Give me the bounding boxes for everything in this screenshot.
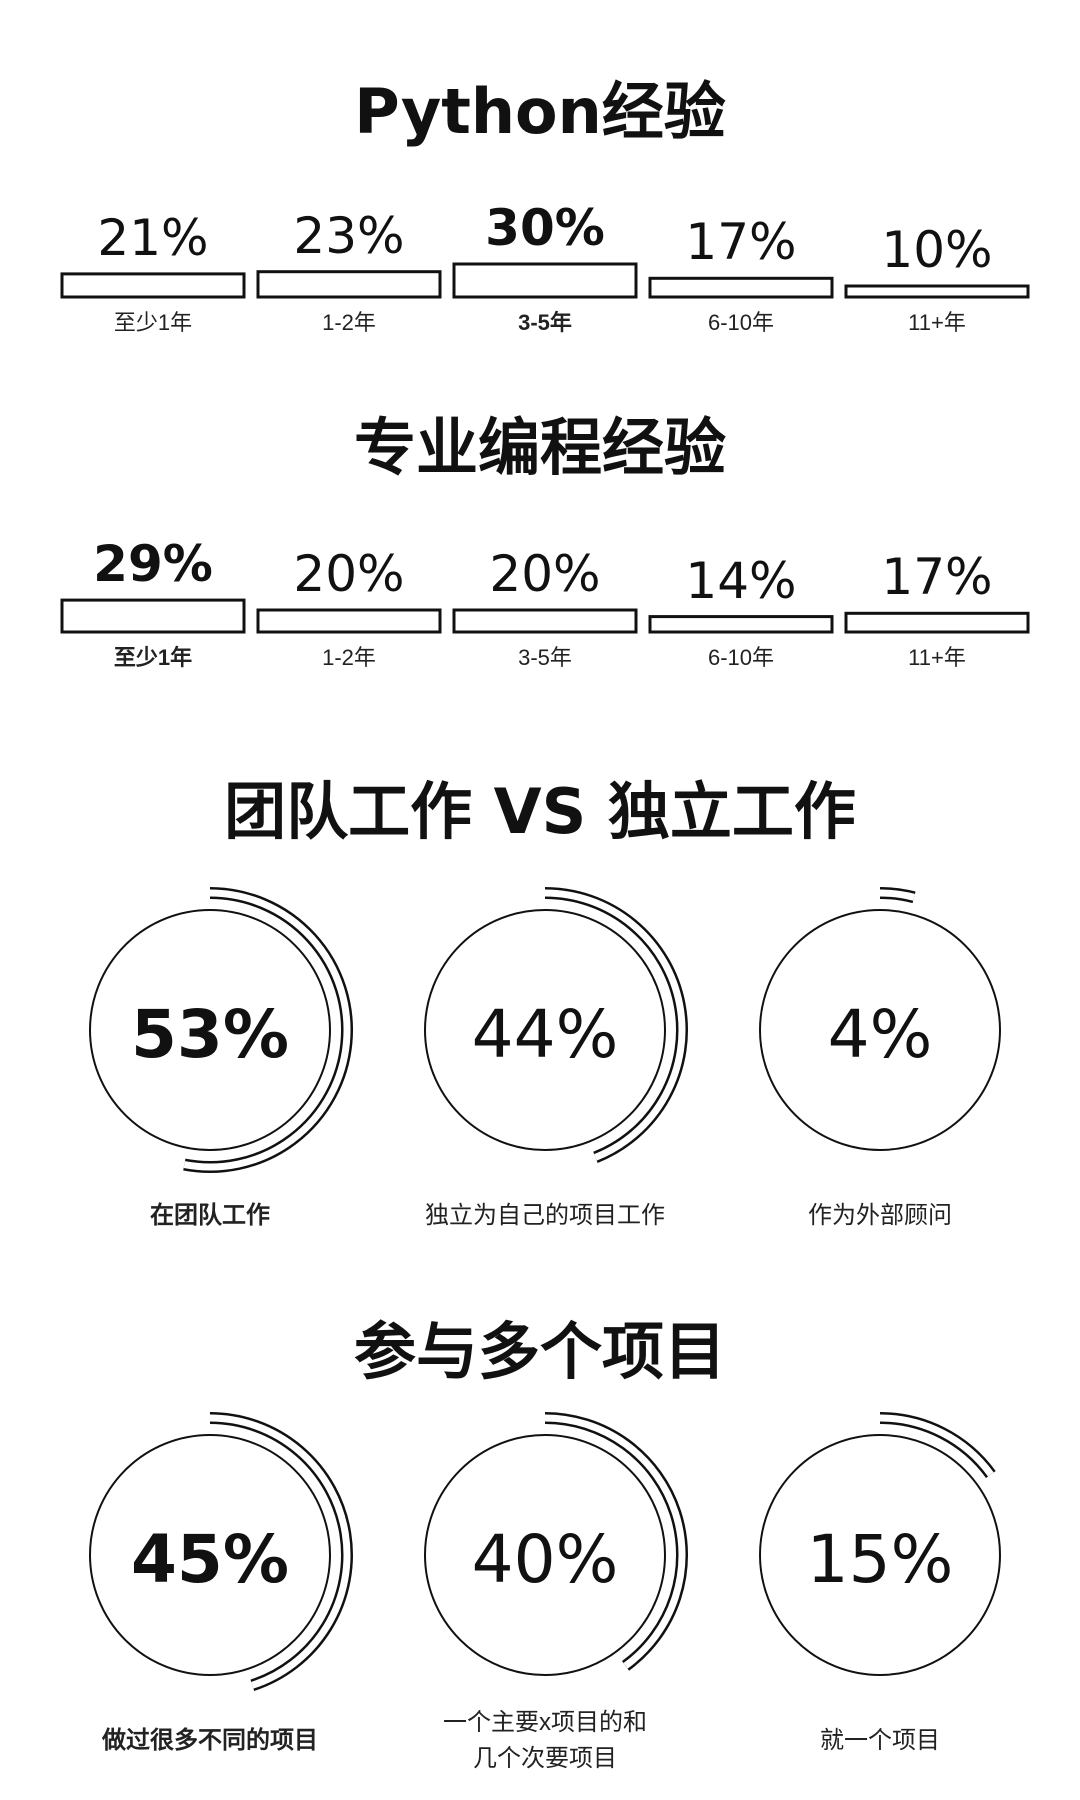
donut-value-label: 40% [471,1521,619,1598]
donut-value-label: 44% [471,996,619,1073]
donut-arc [879,889,915,901]
donut-3: 15% 就一个项目 [730,1405,1030,1754]
donut-category-label: 一个主要x项目的和 几个次要项目 [443,1709,647,1772]
donut-3: 4% 作为外部顾问 [730,880,1030,1229]
donut-category-label: 就一个项目 [820,1727,940,1754]
section-title-team-vs-solo: 团队工作 VS 独立工作 [224,775,856,848]
bar-5 [844,611,1030,634]
bar-3 [452,262,638,299]
donut-category-label: 做过很多不同的项目 [102,1727,318,1754]
section-title-multiple-projects: 参与多个项目 [353,1315,726,1388]
bar-category-label: 1-2年 [322,645,376,670]
donut-base-circle [424,909,666,1151]
python-experience-bars [60,262,1030,299]
donut-base-circle [424,1434,666,1676]
bar-value-label: 20% [293,545,405,603]
donut-value-label: 4% [827,996,933,1073]
bar-value-label: 20% [489,545,601,603]
donut-2: 40% 一个主要x项目的和 几个次要项目 [395,1405,695,1772]
bar-category-label: 1-2年 [322,310,376,335]
bar-2 [256,270,442,299]
donut-base-circle [89,1434,331,1676]
bar-category-label: 6-10年 [707,645,775,670]
section-title-python-experience: Python经验 [354,75,726,148]
donut-base-circle [89,909,331,1151]
bar-value-label: 21% [97,208,209,267]
bar-value-label: 23% [293,206,405,265]
professional-experience-bars [60,598,1030,634]
bar-3 [452,608,638,634]
bar-value-label: 30% [485,199,605,257]
professional-experience-chart: 29% 至少1年 20% 1-2年 20% 3-5年 14% 6-10年 17% 11+年 [0,495,1080,675]
multiple-projects-chart: 45% 做过很多不同的项目 40% 一个主要x项目的和 几个次要项目 15% 就一个项目 [0,1405,1080,1772]
bar-value-label: 17% [685,213,797,272]
donut-graphic [89,1412,353,1691]
donut-graphic [759,887,1001,1151]
bar-5 [844,284,1030,299]
donut-arc [879,1414,994,1477]
donut-base-circle [759,909,1001,1151]
donut-graphic [89,887,354,1173]
donut-graphic [424,1412,688,1676]
bar-4 [648,615,834,634]
bar-2 [256,608,442,634]
bar-1 [60,598,246,634]
section-title-professional-experience: 专业编程经验 [353,411,726,484]
bar-value-label: 10% [881,221,993,279]
donut-base-circle [759,1434,1001,1676]
donut-arc [544,1414,686,1669]
donut-arc [209,1414,351,1689]
donut-value-label: 53% [131,996,289,1073]
bar-category-label: 6-10年 [707,310,775,335]
python-experience-chart: 21% 至少1年 23% 1-2年 30% 3-5年 17% 6-10年 10% 11+年 [0,160,1080,340]
bar-value-label: 29% [93,535,213,594]
team-vs-solo-chart: 53% 在团队工作 44% 独立为自己的项目工作 4% 作为外部顾问 [0,880,1080,1240]
donut-category-label: 作为外部顾问 [808,1202,952,1229]
bar-category-label: 11+年 [908,645,966,670]
bar-value-label: 17% [881,548,993,607]
donut-1: 45% 做过很多不同的项目 [60,1405,360,1754]
bar-1 [60,272,246,299]
donut-2: 44% 独立为自己的项目工作 [395,880,695,1229]
bar-4 [648,276,834,299]
donut-graphic [424,887,688,1163]
donut-value-label: 45% [131,1521,289,1598]
bar-category-label: 至少1年 [113,645,193,670]
donut-arc [183,889,351,1171]
donut-arc [544,889,686,1161]
donut-graphic [759,1412,1001,1676]
bar-category-label: 11+年 [908,310,966,335]
bar-category-label: 3-5年 [518,645,572,670]
bar-value-label: 14% [685,551,797,610]
donut-value-label: 15% [806,1521,954,1598]
donut-category-label: 在团队工作 [150,1202,270,1229]
bar-category-label: 至少1年 [113,310,193,335]
donut-category-label: 独立为自己的项目工作 [425,1202,665,1229]
donut-1: 53% 在团队工作 [60,880,360,1229]
bar-category-label: 3-5年 [518,310,572,335]
